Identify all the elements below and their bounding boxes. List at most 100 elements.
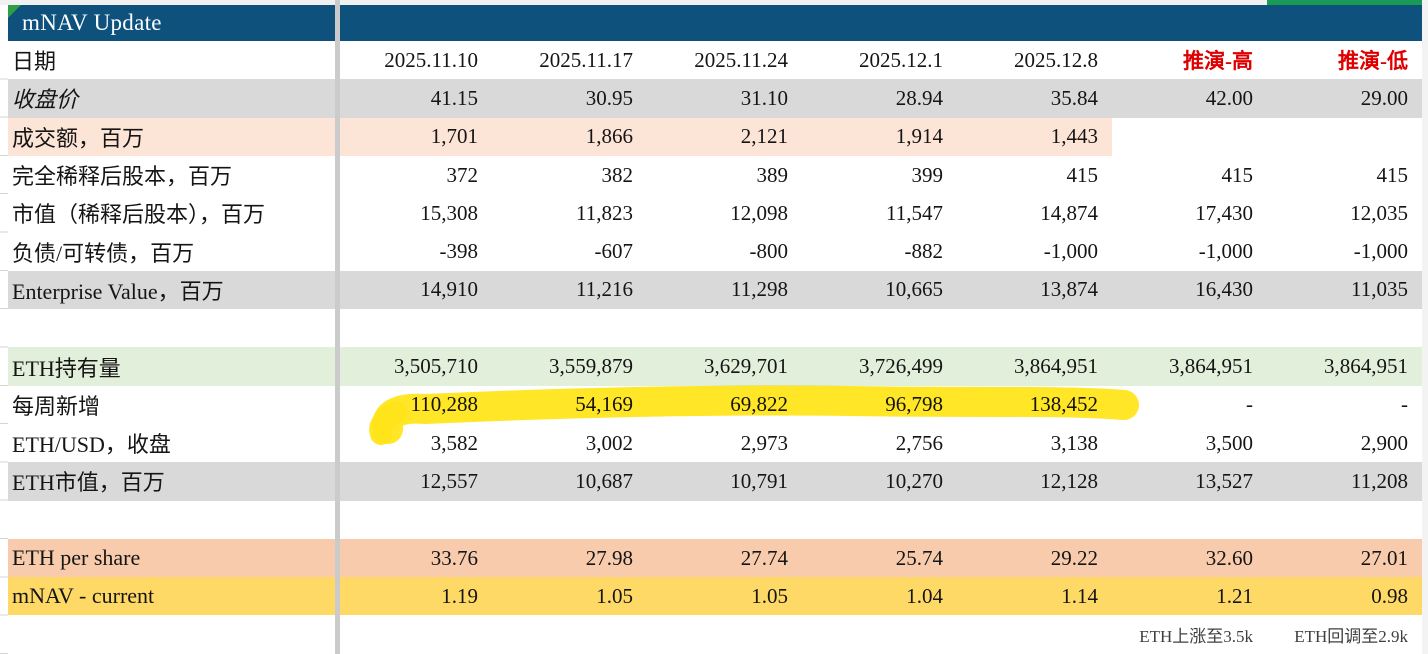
table-cell[interactable]	[957, 501, 1112, 539]
table-cell[interactable]: 12,128	[957, 462, 1112, 501]
table-cell[interactable]: 3,864,951	[1267, 347, 1422, 386]
table-cell[interactable]: -607	[594, 239, 634, 264]
table-cell[interactable]: 27.01	[1267, 538, 1422, 578]
table-cell[interactable]: ETH回调至2.9k	[1294, 627, 1408, 647]
table-cell[interactable]: 12,557	[337, 462, 492, 501]
table-cell[interactable]: 3,726,499	[802, 347, 957, 386]
table-cell[interactable]: 35.84	[957, 79, 1112, 118]
table-cell[interactable]: 415	[1376, 162, 1409, 187]
table-cell[interactable]	[1112, 309, 1267, 347]
table-cell[interactable]: 28.94	[802, 79, 957, 118]
row-label-eth-market-value[interactable]: ETH市值，百万	[8, 462, 337, 501]
table-cell[interactable]	[492, 501, 647, 539]
row-label-eth-per-share[interactable]: ETH per share	[8, 538, 337, 578]
table-cell[interactable]: -1,000	[1198, 239, 1253, 264]
table-title-cell[interactable]: mNAV Update	[8, 5, 1422, 41]
row-label-close-price[interactable]: 收盘价	[8, 79, 337, 118]
row-label-mnav-current[interactable]: mNAV - current	[8, 577, 337, 616]
table-cell[interactable]: 14,874	[1040, 200, 1098, 225]
table-cell[interactable]: -	[1246, 392, 1253, 417]
row-label-turnover[interactable]: 成交额，百万	[8, 117, 337, 156]
row-label-debt-convertible[interactable]: 负债/可转债，百万	[12, 240, 195, 266]
table-cell[interactable]: 415	[1066, 162, 1099, 187]
table-cell[interactable]: 11,298	[647, 270, 802, 310]
table-cell[interactable]: 2,900	[1360, 430, 1408, 455]
table-cell[interactable]: 10,687	[492, 462, 647, 501]
row-label-eth-usd-close[interactable]: ETH/USD，收盘	[12, 432, 171, 458]
table-cell[interactable]	[1267, 117, 1422, 156]
table-cell[interactable]: 1.05	[647, 577, 802, 616]
table-cell[interactable]	[957, 615, 1112, 653]
table-cell[interactable]: 1,914	[802, 117, 957, 156]
table-cell[interactable]: 1,443	[957, 117, 1112, 156]
table-cell[interactable]	[1112, 501, 1267, 539]
row-label-date[interactable]: 日期	[12, 49, 57, 75]
table-cell[interactable]: -1,000	[1353, 239, 1408, 264]
table-cell[interactable]: 41.15	[337, 79, 492, 118]
table-cell[interactable]: 11,216	[492, 270, 647, 310]
row-label-weekly-added[interactable]: 每周新增	[12, 393, 101, 419]
table-cell[interactable]: -398	[439, 239, 479, 264]
table-cell[interactable]: 399	[911, 162, 944, 187]
table-cell[interactable]: 27.98	[492, 538, 647, 578]
table-cell[interactable]: 382	[601, 162, 634, 187]
table-cell[interactable]: 0.98	[1267, 577, 1422, 616]
table-cell[interactable]: 2025.11.17	[539, 47, 633, 72]
table-cell[interactable]: 2025.11.24	[694, 47, 788, 72]
table-cell[interactable]: 14,910	[337, 270, 492, 310]
table-cell[interactable]	[802, 615, 957, 653]
table-cell[interactable]	[802, 309, 957, 347]
table-cell[interactable]: 3,582	[430, 430, 478, 455]
table-cell[interactable]: 17,430	[1195, 200, 1253, 225]
table-cell[interactable]: 33.76	[337, 538, 492, 578]
table-cell[interactable]: 2025.12.1	[859, 47, 943, 72]
table-cell[interactable]	[647, 501, 802, 539]
table-cell[interactable]: 11,208	[1267, 462, 1422, 501]
table-cell[interactable]: 1.21	[1112, 577, 1267, 616]
table-cell[interactable]: 1.14	[957, 577, 1112, 616]
row-label-market-cap[interactable]: 市值（稀释后股本），百万	[12, 202, 266, 228]
table-cell[interactable]: 16,430	[1112, 270, 1267, 310]
table-cell[interactable]: 2,121	[647, 117, 802, 156]
table-cell[interactable]: 1.05	[492, 577, 647, 616]
table-cell[interactable]	[492, 615, 647, 653]
table-cell[interactable]: 推演-高	[1183, 49, 1253, 74]
table-cell[interactable]	[647, 309, 802, 347]
table-cell[interactable]	[647, 615, 802, 653]
table-cell[interactable]: -1,000	[1043, 239, 1098, 264]
table-cell[interactable]: ETH上涨至3.5k	[1139, 627, 1253, 647]
table-cell[interactable]: 3,864,951	[1112, 347, 1267, 386]
table-cell[interactable]: 372	[446, 162, 479, 187]
table-cell[interactable]: 10,791	[647, 462, 802, 501]
table-cell[interactable]: 69,822	[730, 392, 788, 417]
table-cell[interactable]: 3,138	[1050, 430, 1098, 455]
row-label-spacer2[interactable]	[8, 501, 337, 539]
table-cell[interactable]: 12,035	[1350, 200, 1408, 225]
table-cell[interactable]: 1.19	[337, 577, 492, 616]
table-cell[interactable]: 15,308	[420, 200, 478, 225]
table-cell[interactable]: 110,288	[410, 392, 478, 417]
table-cell[interactable]	[1267, 309, 1422, 347]
table-cell[interactable]: 29.22	[957, 538, 1112, 578]
table-cell[interactable]: 3,864,951	[957, 347, 1112, 386]
table-cell[interactable]: 27.74	[647, 538, 802, 578]
table-cell[interactable]: 29.00	[1267, 79, 1422, 118]
table-cell[interactable]: 138,452	[1029, 392, 1098, 417]
table-cell[interactable]: 3,505,710	[337, 347, 492, 386]
table-cell[interactable]	[802, 501, 957, 539]
table-cell[interactable]: 推演-低	[1338, 49, 1408, 74]
table-cell[interactable]: 54,169	[575, 392, 633, 417]
table-cell[interactable]: 31.10	[647, 79, 802, 118]
table-cell[interactable]: 11,547	[886, 200, 943, 225]
table-cell[interactable]	[337, 309, 492, 347]
table-cell[interactable]: 32.60	[1112, 538, 1267, 578]
table-cell[interactable]	[492, 309, 647, 347]
table-cell[interactable]: 12,098	[730, 200, 788, 225]
table-cell[interactable]: 42.00	[1112, 79, 1267, 118]
table-cell[interactable]: 3,500	[1205, 430, 1253, 455]
table-cell[interactable]	[337, 501, 492, 539]
table-cell[interactable]: 10,270	[802, 462, 957, 501]
row-label-eth-holdings[interactable]: ETH持有量	[8, 347, 337, 386]
table-cell[interactable]: 11,823	[576, 200, 633, 225]
table-cell[interactable]: 10,665	[802, 270, 957, 310]
